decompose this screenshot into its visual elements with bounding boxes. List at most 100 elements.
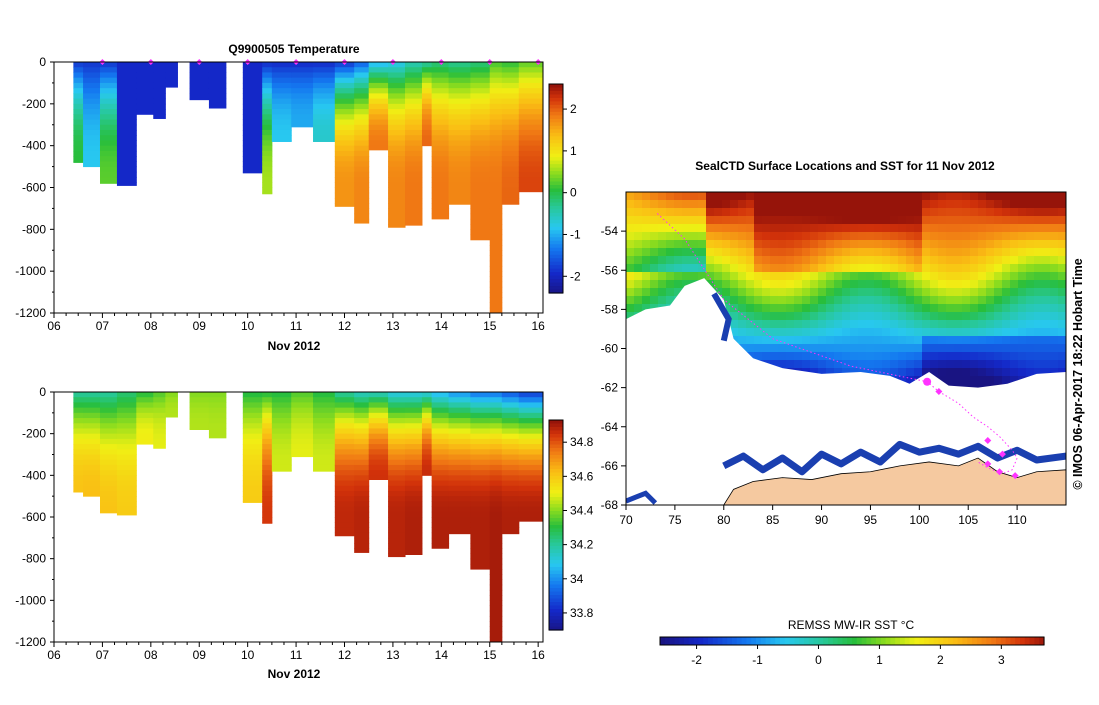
colorbar-swatch	[549, 233, 563, 238]
sst-cell	[914, 280, 923, 289]
sst-cell	[946, 216, 955, 225]
sst-colorbar-swatch	[784, 637, 791, 645]
profile-cell	[388, 475, 406, 482]
profile-cell	[116, 166, 137, 173]
profile-cell	[470, 182, 491, 188]
profile-cell	[153, 438, 166, 445]
profile-cell	[354, 485, 370, 492]
profile-cell	[116, 449, 137, 455]
profile-cell	[334, 129, 355, 136]
profile-cell	[271, 109, 292, 115]
sst-cell	[690, 248, 699, 257]
profile-cell	[153, 418, 166, 424]
sst-cell	[658, 264, 667, 273]
profile-cell	[262, 177, 273, 183]
profile-cell	[470, 82, 491, 89]
sst-cell	[970, 304, 979, 313]
sst-cell	[754, 344, 763, 353]
profile-cell	[262, 124, 273, 131]
sst-cell	[1010, 200, 1019, 209]
profile-cell	[421, 433, 433, 440]
profile-cell	[242, 109, 263, 115]
profile-cell	[83, 62, 101, 68]
profile-cell	[470, 418, 491, 424]
profile-cell	[388, 135, 406, 141]
profile-cell	[334, 192, 355, 199]
sst-colorbar-swatch	[1034, 637, 1040, 645]
profile-cell	[489, 140, 503, 147]
sst-cell	[634, 264, 643, 273]
profile-cell	[368, 72, 389, 79]
sst-cell	[802, 320, 811, 329]
profile-cell	[388, 150, 406, 157]
sst-cell	[1058, 208, 1066, 217]
sst-cell	[1018, 328, 1027, 337]
profile-cell	[489, 124, 503, 131]
sst-cell	[634, 232, 643, 241]
profile-cell	[431, 182, 450, 188]
profile-cell	[262, 182, 273, 188]
map-x-tick-label: 100	[909, 513, 929, 527]
sst-cell	[1042, 216, 1051, 225]
sst-cell	[746, 328, 755, 337]
sst-cell	[698, 240, 707, 249]
profile-cell	[388, 145, 406, 152]
profile-cell	[405, 501, 423, 508]
profile-cell	[165, 72, 178, 79]
sst-cell	[922, 296, 931, 305]
sst-cell	[1058, 200, 1066, 209]
profile-cell	[501, 402, 520, 409]
colorbar-swatch	[549, 420, 563, 425]
sst-cell	[786, 232, 795, 241]
sst-cell	[1018, 368, 1027, 377]
profile-cell	[83, 145, 101, 152]
profile-cell	[470, 459, 491, 466]
profile-cell	[291, 72, 314, 79]
profile-cell	[388, 98, 406, 105]
sst-cell	[1042, 232, 1051, 241]
profile-cell	[354, 213, 370, 220]
profile-cell	[431, 145, 450, 152]
temperature-x-axis: 06 07 08 09 10 11 12 13 14 15 16	[47, 313, 545, 333]
profile-cell	[354, 98, 370, 105]
sst-cell	[978, 312, 987, 321]
sst-cell	[826, 208, 835, 217]
sst-cell	[1010, 288, 1019, 297]
sst-cell	[738, 296, 747, 305]
profile-cell	[470, 203, 491, 209]
sst-cell	[658, 248, 667, 257]
profile-cell	[489, 203, 503, 209]
colorbar-swatch	[549, 282, 563, 287]
profile-cell	[313, 459, 336, 466]
sst-cell	[778, 200, 787, 209]
profile-cell	[242, 470, 263, 476]
sst-cell	[1002, 232, 1011, 241]
profile-cell	[99, 103, 118, 110]
profile-cell	[518, 103, 544, 110]
x-tick-label: 08	[144, 648, 158, 662]
sst-cell	[930, 344, 939, 353]
profile-cell	[313, 77, 336, 84]
profile-cell	[354, 166, 370, 173]
x-tick-label: 14	[435, 319, 449, 333]
profile-cell	[368, 433, 389, 440]
profile-cell	[388, 470, 406, 476]
profile-cell	[501, 412, 520, 419]
profile-cell	[313, 464, 336, 471]
profile-cell	[208, 433, 227, 439]
sst-cell	[666, 288, 675, 297]
colorbar-swatch	[549, 423, 563, 428]
profile-cell	[421, 124, 433, 131]
sst-cell	[962, 192, 971, 201]
sst-cell	[650, 208, 659, 217]
profile-cell	[388, 161, 406, 168]
sst-cell	[890, 312, 899, 321]
profile-cell	[388, 103, 406, 110]
sst-cell	[874, 192, 883, 201]
sst-cell	[890, 232, 899, 241]
profile-cell	[501, 166, 520, 173]
sst-cell	[970, 328, 979, 337]
profile-cell	[334, 527, 355, 534]
profile-cell	[405, 423, 423, 429]
sst-cell	[690, 224, 699, 233]
